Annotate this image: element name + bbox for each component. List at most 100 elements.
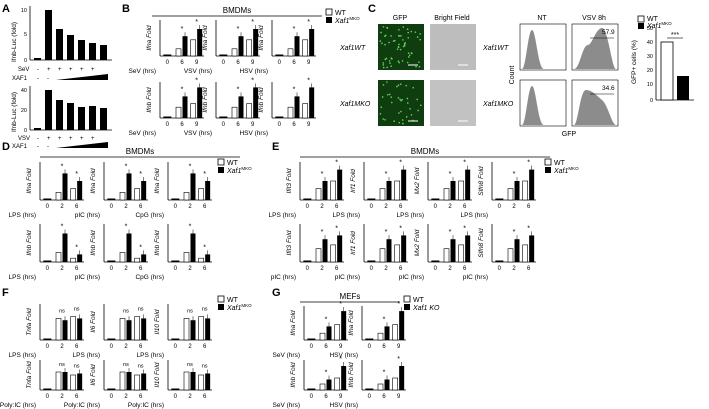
gfp-dot bbox=[398, 121, 401, 124]
bar bbox=[119, 252, 126, 263]
bar bbox=[89, 106, 96, 130]
significance-mark: *** bbox=[671, 32, 679, 39]
bar bbox=[330, 244, 336, 263]
bar bbox=[182, 96, 188, 118]
gfp-dot bbox=[407, 52, 410, 54]
chart-ylabel: Ifna Fold bbox=[26, 168, 33, 194]
bar bbox=[529, 169, 535, 200]
gfp-dot bbox=[414, 31, 417, 33]
chart-ylabel: Ifna Fold bbox=[90, 168, 97, 194]
bar bbox=[392, 324, 398, 341]
panel-a-sign: + bbox=[80, 67, 84, 73]
x-tick-label: 0 bbox=[310, 344, 314, 350]
x-tick-label: 0 bbox=[110, 344, 114, 350]
bar bbox=[450, 239, 456, 262]
bar bbox=[134, 316, 140, 341]
panel-d: BMDMs Ifna Fold 0 2 * 6 * LPS (hrs) Ifna Fold 0 2… bbox=[9, 147, 240, 281]
bar bbox=[190, 39, 196, 57]
x-tick-label: 0 bbox=[174, 394, 178, 400]
ns-label: ns bbox=[202, 307, 208, 313]
gfp-dot bbox=[386, 66, 388, 69]
bar bbox=[367, 260, 376, 262]
significance-mark: * bbox=[449, 171, 452, 178]
ns-label: ns bbox=[138, 307, 144, 313]
histogram bbox=[522, 30, 544, 69]
gfp-dot bbox=[396, 85, 398, 88]
chart-ylabel: Ifnb Fold bbox=[290, 362, 297, 388]
x-tick-label: 6 bbox=[75, 344, 79, 350]
legend-swatch-wt bbox=[217, 158, 225, 166]
bar bbox=[294, 36, 300, 56]
ns-label: ns bbox=[59, 308, 65, 314]
bar bbox=[231, 106, 238, 119]
gfp-dot bbox=[390, 35, 392, 37]
chart-ylabel: Ifna Fold bbox=[154, 168, 161, 194]
bar bbox=[77, 181, 83, 200]
gfp-dot bbox=[418, 65, 421, 68]
panel-a-sev-label: SeV bbox=[18, 67, 29, 73]
x-tick-label: 0 bbox=[306, 266, 310, 272]
bar bbox=[198, 257, 204, 263]
gfp-dot bbox=[398, 112, 400, 114]
bar bbox=[107, 388, 116, 390]
bar bbox=[431, 260, 440, 262]
bar bbox=[175, 48, 182, 57]
panel-a-sign: - bbox=[47, 76, 49, 82]
x-tick-label: 0 bbox=[174, 266, 178, 272]
gfp-dot bbox=[416, 98, 419, 101]
panel-b-title: BMDMs bbox=[223, 6, 251, 15]
gfp-dot bbox=[382, 62, 385, 64]
gfp-dot bbox=[390, 57, 393, 59]
significance-mark: * bbox=[527, 225, 530, 232]
bar bbox=[77, 254, 83, 262]
bar bbox=[315, 188, 322, 201]
x-tick-label: 6 bbox=[527, 266, 531, 272]
panel-a-sign: - bbox=[37, 67, 39, 73]
gfp-dot bbox=[412, 86, 415, 89]
gfp-dot bbox=[401, 60, 404, 62]
x-tick-label: 9 bbox=[195, 60, 199, 66]
gfp-dot bbox=[403, 43, 406, 46]
bar bbox=[205, 254, 211, 262]
x-tick-label: 2 bbox=[188, 394, 192, 400]
bar bbox=[326, 379, 332, 390]
gfp-dot bbox=[415, 65, 417, 68]
gfp-dot bbox=[386, 26, 388, 29]
x-axis-label: SeV (hrs) bbox=[273, 402, 300, 409]
bar bbox=[522, 180, 528, 201]
gfp-dot bbox=[381, 42, 383, 45]
tick-label: 20 bbox=[21, 108, 27, 114]
bar bbox=[231, 48, 238, 57]
x-axis-label: pIC (hrs) bbox=[399, 274, 424, 281]
legend-mko: Xaf1MKO bbox=[646, 21, 672, 30]
bar bbox=[190, 103, 196, 119]
bf-micrograph-wt bbox=[430, 24, 476, 70]
panel-c-bar-ylabel: GFP+ cells (%) bbox=[631, 40, 638, 84]
bar bbox=[458, 244, 464, 263]
x-tick-label: 6 bbox=[292, 60, 296, 66]
bar bbox=[386, 181, 392, 200]
panel-e-title: BMDMs bbox=[411, 147, 439, 156]
x-tick-label: 0 bbox=[434, 266, 438, 272]
legend-swatch-mko bbox=[218, 167, 224, 173]
significance-mark: * bbox=[513, 171, 516, 178]
gfp-dot bbox=[419, 33, 421, 35]
x-tick-label: 0 bbox=[278, 60, 282, 66]
bar bbox=[458, 180, 464, 201]
bar bbox=[465, 169, 471, 200]
significance-mark: * bbox=[385, 171, 388, 178]
gfp-dot bbox=[416, 36, 419, 38]
bar bbox=[495, 198, 504, 200]
x-tick-label: 6 bbox=[139, 204, 143, 210]
bar bbox=[182, 36, 188, 56]
x-tick-label: 6 bbox=[139, 344, 143, 350]
x-tick-label: 2 bbox=[384, 266, 388, 272]
chart-ylabel: Il10 Fold bbox=[154, 309, 161, 334]
x-tick-label: 0 bbox=[110, 394, 114, 400]
bar bbox=[70, 316, 76, 341]
significance-mark: * bbox=[125, 224, 128, 231]
bar bbox=[55, 371, 62, 391]
chart-ylabel: Il6 Fold bbox=[90, 311, 97, 333]
chart-ylabel: Mx2 Fold bbox=[414, 167, 421, 194]
gfp-dot bbox=[402, 45, 405, 48]
